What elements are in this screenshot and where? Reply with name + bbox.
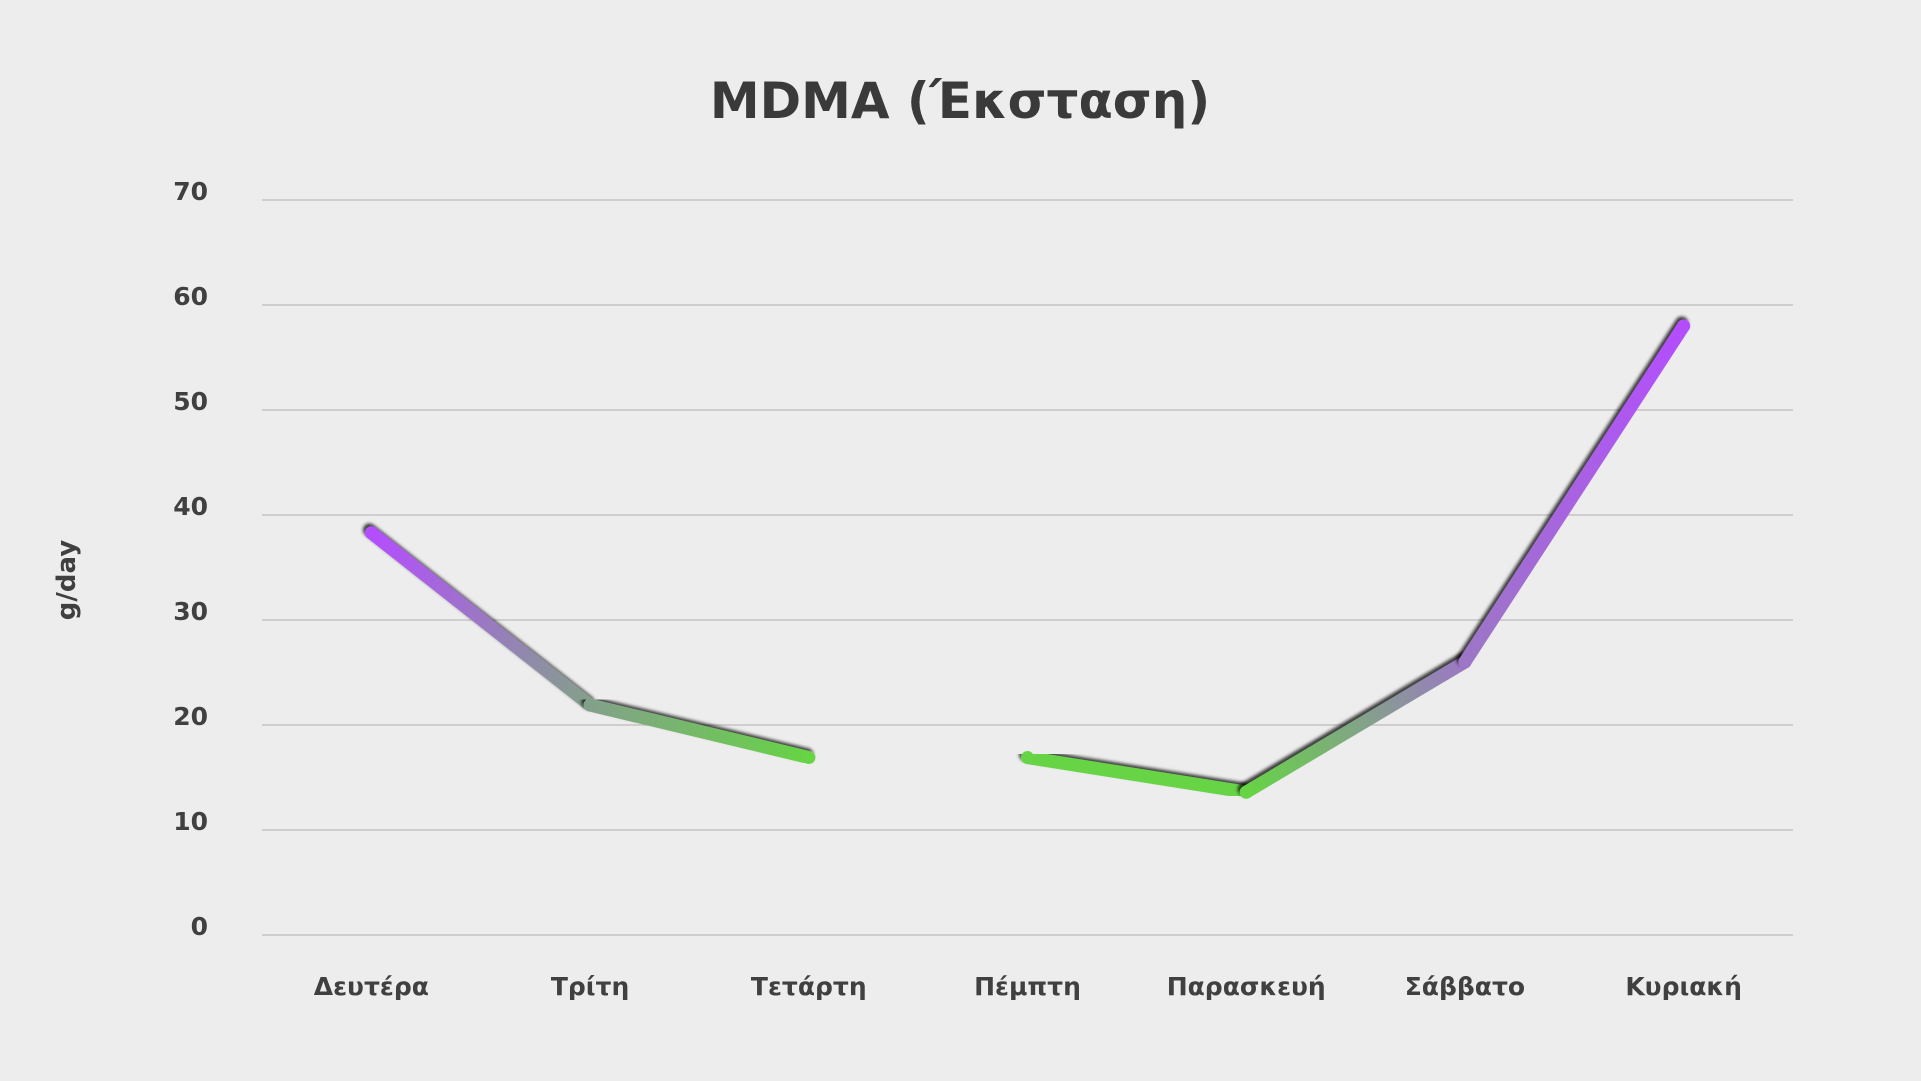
data-point: Παρασκευή: 13.6 bbox=[1239, 785, 1253, 799]
y-tick-label: 10 bbox=[173, 807, 208, 836]
y-tick-label: 70 bbox=[173, 177, 208, 206]
x-tick-label: Δευτέρα bbox=[314, 972, 429, 1001]
x-tick-label: Τρίτη bbox=[551, 972, 629, 1001]
data-point: Κυριακή: 58 bbox=[1677, 319, 1691, 333]
data-point: Πέμπτη: 16.9 bbox=[1021, 751, 1034, 765]
line-segment bbox=[1458, 319, 1691, 669]
line-segment bbox=[364, 526, 597, 712]
chart-title: MDMA (Έκσταση) bbox=[710, 72, 1210, 130]
x-axis-ticks: Δευτέρα Τρίτη Τετάρτη Πέμπτη Παρασκευή Σάββατ… bbox=[314, 972, 1742, 1001]
x-tick-label: Παρασκευή bbox=[1167, 972, 1326, 1001]
line-segment bbox=[1239, 655, 1472, 799]
y-tick-label: 40 bbox=[173, 492, 208, 521]
y-axis-ticks: 0 10 20 30 40 50 60 70 bbox=[173, 177, 208, 941]
x-tick-label: Σάββατο bbox=[1405, 972, 1525, 1001]
y-tick-label: 0 bbox=[191, 912, 208, 941]
y-tick-label: 20 bbox=[173, 702, 208, 731]
y-axis-label: g/day bbox=[52, 540, 82, 620]
data-point: Δευτέρα: 38.3 bbox=[364, 526, 378, 540]
data-point: Σάββατο: 26 bbox=[1458, 655, 1472, 669]
line-segment bbox=[583, 698, 816, 765]
x-tick-label: Κυριακή bbox=[1625, 972, 1742, 1001]
y-tick-label: 50 bbox=[173, 387, 208, 416]
gridlines bbox=[262, 199, 1793, 936]
y-tick-label: 30 bbox=[173, 597, 208, 626]
x-tick-label: Πέμπτη bbox=[974, 972, 1081, 1001]
data-point: Τρίτη: 21.9 bbox=[583, 698, 597, 712]
y-tick-label: 60 bbox=[173, 282, 208, 311]
x-tick-label: Τετάρτη bbox=[751, 972, 867, 1001]
line-segment bbox=[1021, 751, 1253, 799]
data-point: Τετάρτη: 16.9 bbox=[802, 751, 816, 765]
series-mdma: Δευτέρα: 38.3 Τρίτη: 21.9 Τετάρτη: 16.9 Πέμ… bbox=[364, 319, 1691, 799]
